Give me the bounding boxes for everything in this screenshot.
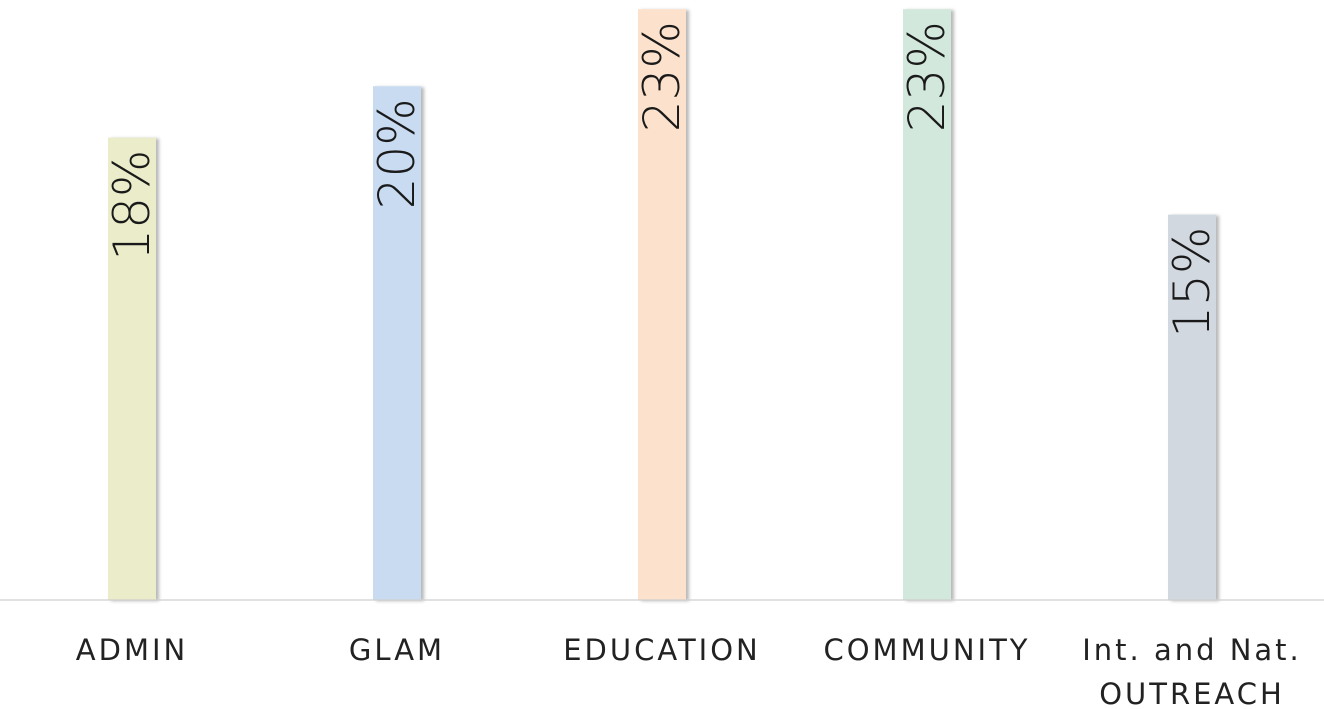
category-label: EDUCATION	[563, 633, 761, 667]
bar-value-label: 20%	[368, 98, 426, 209]
category-label-line: COMMUNITY	[823, 633, 1030, 667]
bar-value-label: 23%	[633, 21, 691, 132]
category-label-line: Int. and Nat.	[1082, 633, 1302, 667]
bar-value-label: 18%	[103, 150, 161, 261]
category-label: Int. and Nat. OUTREACH	[1082, 633, 1302, 709]
category-label-line: EDUCATION	[563, 633, 761, 667]
bar	[1168, 214, 1216, 601]
category-label-line: OUTREACH	[1099, 677, 1285, 709]
category-label: COMMUNITY	[823, 633, 1030, 667]
bar-value-label: 23%	[898, 21, 956, 132]
category-label: ADMIN	[76, 633, 188, 667]
bars-group: 18% 20% 23% 23% 15%	[103, 9, 1221, 601]
bar	[903, 9, 951, 600]
bar	[108, 137, 156, 600]
bar	[638, 9, 686, 600]
bar-value-label: 15%	[1163, 227, 1221, 338]
category-label-line: GLAM	[349, 633, 445, 667]
category-label-line: ADMIN	[76, 633, 188, 667]
category-labels-group: ADMIN GLAM EDUCATION COMMUNITY Int. and Nat.…	[76, 633, 1302, 709]
bar	[373, 86, 421, 600]
category-label: GLAM	[349, 633, 445, 667]
